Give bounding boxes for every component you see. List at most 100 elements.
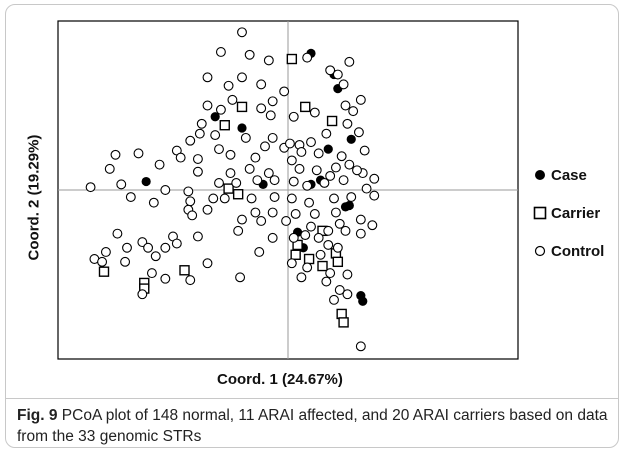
point-case-7 bbox=[141, 176, 151, 187]
point-control-77 bbox=[325, 170, 336, 181]
point-control-75 bbox=[302, 180, 313, 191]
legend-item-case: Case bbox=[533, 165, 604, 185]
point-control-118 bbox=[100, 247, 111, 257]
point-control-61 bbox=[294, 163, 305, 174]
point-control-73 bbox=[269, 175, 280, 186]
point-control-103 bbox=[256, 216, 267, 226]
point-control-113 bbox=[233, 225, 244, 236]
point-carrier-3 bbox=[326, 115, 338, 127]
legend-item-carrier: Carrier bbox=[533, 203, 604, 223]
point-control-96 bbox=[290, 208, 301, 219]
point-control-15 bbox=[227, 94, 238, 105]
point-control-45 bbox=[296, 147, 307, 157]
point-control-87 bbox=[286, 193, 297, 204]
point-control-128 bbox=[150, 251, 161, 262]
point-control-82 bbox=[185, 196, 196, 207]
scatter-plot bbox=[57, 20, 519, 360]
point-carrier-1 bbox=[236, 101, 248, 113]
point-control-124 bbox=[323, 239, 334, 250]
point-control-42 bbox=[250, 152, 261, 163]
point-control-55 bbox=[154, 159, 165, 170]
point-carrier-13 bbox=[98, 266, 110, 277]
point-case-12 bbox=[340, 202, 351, 212]
point-control-56 bbox=[192, 166, 203, 177]
point-control-76 bbox=[319, 178, 330, 188]
point-control-126 bbox=[97, 256, 108, 267]
point-control-21 bbox=[309, 107, 320, 118]
point-control-109 bbox=[112, 228, 123, 239]
point-control-64 bbox=[352, 165, 362, 176]
point-control-84 bbox=[219, 193, 230, 204]
point-control-16 bbox=[215, 104, 226, 115]
point-control-63 bbox=[330, 162, 341, 173]
point-carrier-0 bbox=[286, 53, 298, 65]
point-control-58 bbox=[244, 163, 255, 174]
point-control-28 bbox=[194, 128, 205, 139]
point-control-138 bbox=[296, 272, 307, 283]
point-control-74 bbox=[288, 176, 299, 187]
point-control-140 bbox=[325, 268, 336, 279]
point-control-134 bbox=[146, 268, 157, 279]
figure-panel: Coord. 2 (19.29%) Coord. 1 (24.67%) Case… bbox=[5, 4, 619, 448]
point-control-139 bbox=[321, 276, 332, 287]
figure-caption: Fig. 9 PCoA plot of 148 normal, 11 ARAI … bbox=[17, 405, 613, 447]
point-control-44 bbox=[284, 138, 295, 149]
point-control-137 bbox=[235, 272, 246, 283]
point-control-17 bbox=[202, 100, 213, 111]
point-case-4 bbox=[237, 123, 247, 133]
point-control-92 bbox=[187, 210, 198, 221]
point-control-13 bbox=[279, 86, 290, 97]
point-control-59 bbox=[263, 168, 274, 179]
point-control-27 bbox=[196, 118, 207, 129]
point-control-97 bbox=[309, 208, 320, 219]
point-control-35 bbox=[306, 137, 316, 148]
point-control-116 bbox=[300, 230, 311, 241]
point-control-11 bbox=[223, 80, 234, 91]
point-control-100 bbox=[355, 214, 366, 225]
point-control-81 bbox=[148, 197, 159, 208]
point-control-83 bbox=[208, 193, 219, 204]
point-control-143 bbox=[334, 285, 345, 295]
point-case-3 bbox=[210, 112, 220, 122]
point-control-49 bbox=[359, 145, 370, 156]
point-control-24 bbox=[355, 94, 366, 105]
point-control-18 bbox=[256, 103, 267, 114]
point-control-131 bbox=[302, 262, 313, 273]
point-control-0 bbox=[237, 27, 247, 38]
point-control-57 bbox=[225, 168, 236, 179]
point-control-2 bbox=[244, 49, 255, 60]
point-control-48 bbox=[344, 159, 355, 170]
point-carrier-12 bbox=[332, 256, 344, 268]
point-control-72 bbox=[252, 175, 263, 186]
point-control-144 bbox=[329, 294, 339, 305]
point-control-23 bbox=[348, 106, 359, 117]
legend-label-case: Case bbox=[551, 166, 587, 184]
point-control-108 bbox=[355, 228, 366, 239]
point-control-105 bbox=[306, 221, 316, 232]
point-carrier-10 bbox=[317, 260, 328, 272]
point-control-133 bbox=[332, 242, 343, 253]
point-control-68 bbox=[160, 185, 171, 195]
point-control-85 bbox=[246, 193, 257, 204]
point-control-25 bbox=[342, 118, 353, 129]
point-control-46 bbox=[313, 148, 324, 159]
point-control-5 bbox=[344, 56, 355, 67]
point-control-132 bbox=[315, 249, 326, 260]
point-control-146 bbox=[355, 341, 366, 352]
point-control-52 bbox=[104, 163, 115, 174]
point-control-117 bbox=[313, 232, 324, 243]
point-control-142 bbox=[137, 289, 148, 300]
point-control-71 bbox=[231, 178, 242, 188]
point-carrier-2 bbox=[300, 101, 311, 113]
point-control-38 bbox=[175, 152, 186, 163]
point-control-9 bbox=[237, 72, 247, 83]
point-control-95 bbox=[267, 207, 278, 218]
point-control-54 bbox=[133, 148, 144, 159]
point-control-32 bbox=[267, 132, 278, 143]
caption-text: PCoA plot of 148 normal, 11 ARAI affecte… bbox=[17, 407, 608, 445]
point-control-20 bbox=[288, 111, 299, 122]
point-carrier-14 bbox=[179, 265, 190, 276]
legend-label-control: Control bbox=[551, 242, 605, 260]
point-control-78 bbox=[338, 175, 349, 186]
point-carrier-5 bbox=[223, 183, 234, 194]
